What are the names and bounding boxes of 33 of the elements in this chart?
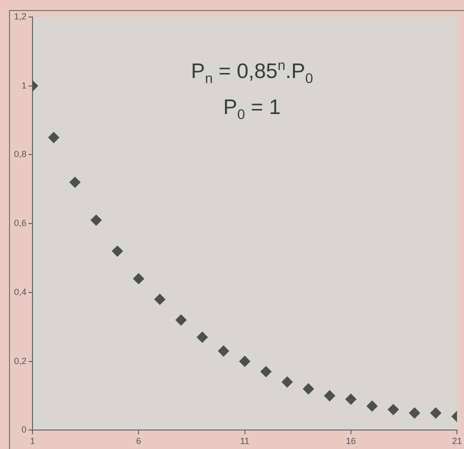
y-tick-label: 0,6 bbox=[14, 218, 27, 228]
point bbox=[324, 390, 336, 402]
point bbox=[302, 383, 314, 394]
point bbox=[90, 214, 102, 226]
x-tick-label: 6 bbox=[136, 436, 142, 446]
point bbox=[239, 356, 250, 367]
point bbox=[218, 346, 230, 357]
point bbox=[196, 332, 208, 343]
x-tick-label: 11 bbox=[240, 436, 250, 446]
point bbox=[409, 407, 420, 418]
y-tick-label: 0,2 bbox=[14, 356, 27, 366]
annotation: P$_{n}$ = 0,85$^{n}$.P$_{0}$ bbox=[190, 56, 314, 88]
y-tick-label: 0,4 bbox=[14, 286, 27, 297]
point bbox=[69, 176, 80, 188]
point bbox=[48, 132, 60, 144]
point bbox=[430, 407, 442, 418]
point bbox=[176, 314, 187, 326]
point bbox=[282, 376, 293, 388]
point bbox=[366, 400, 378, 412]
x-tick-label: 16 bbox=[346, 436, 356, 446]
y-tick-label: 0,8 bbox=[14, 149, 27, 160]
x-tick-label: 1 bbox=[30, 436, 36, 446]
y-tick-label: 0 bbox=[21, 424, 27, 435]
point bbox=[133, 273, 144, 284]
annotation: P$_{0}$ = 1 bbox=[222, 95, 282, 124]
x-tick-label: 21 bbox=[452, 436, 462, 446]
point bbox=[112, 246, 123, 257]
point bbox=[345, 394, 356, 405]
point bbox=[154, 294, 166, 305]
y-tick-label: 1 bbox=[21, 80, 27, 90]
y-tick-label: 1,2 bbox=[14, 11, 27, 22]
point bbox=[388, 404, 399, 416]
point bbox=[260, 366, 272, 378]
